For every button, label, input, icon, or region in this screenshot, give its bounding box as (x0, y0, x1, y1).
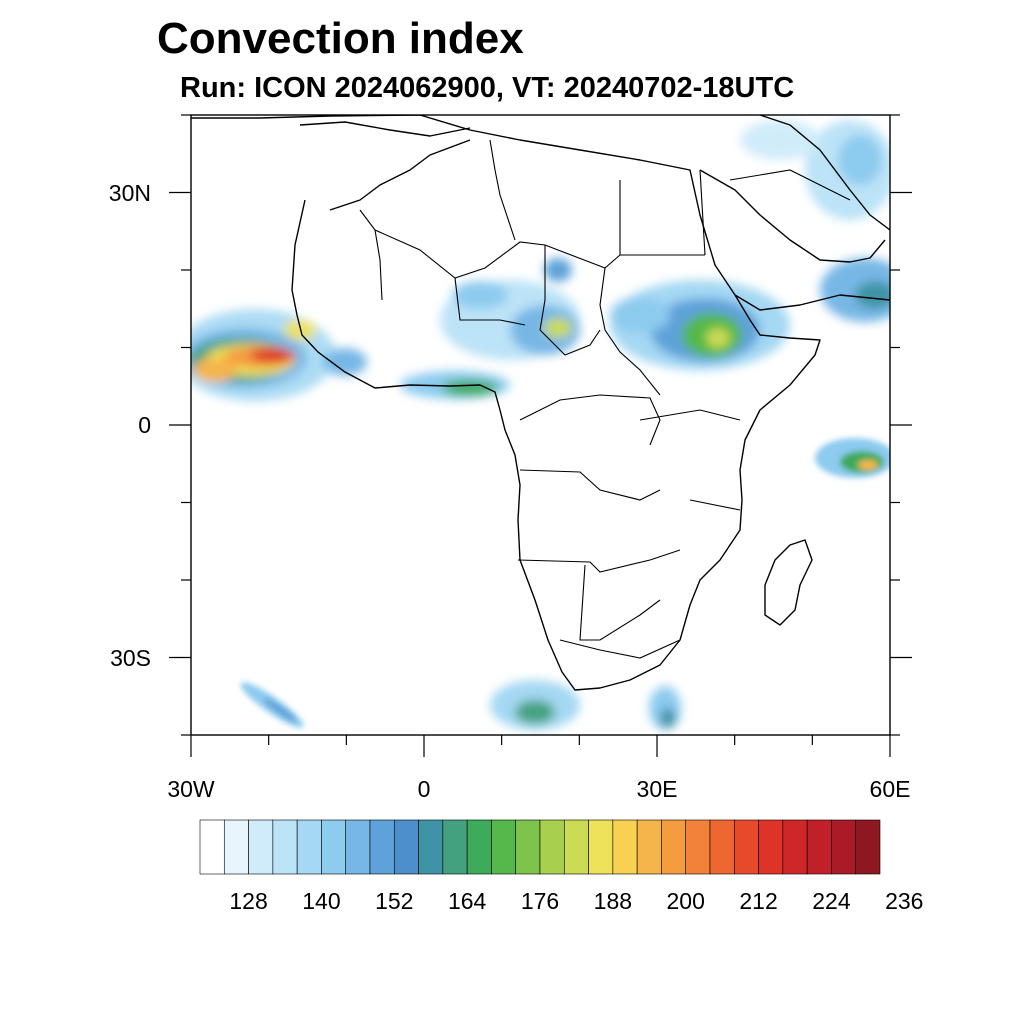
colorbar-box (636, 819, 662, 875)
colorbar-label: 140 (302, 888, 341, 914)
country-borders (359, 139, 851, 659)
map-frame (190, 114, 891, 736)
colorbar-box (369, 819, 395, 875)
colorbar-label: 176 (520, 888, 560, 914)
colorbar-box (733, 819, 759, 875)
colorbar-box (466, 819, 492, 875)
colorbar-box (248, 819, 274, 875)
colorbar-box (806, 819, 832, 875)
colorbar-box (393, 819, 419, 875)
chart-subtitle: Run: ICON 2024062900, VT: 20240702-18UTC (180, 72, 795, 104)
lat-label: 30N (108, 179, 151, 206)
lat-label: 0 (138, 412, 151, 438)
colorbar-box (539, 819, 565, 875)
colorbar (199, 819, 881, 875)
colorbar-box (296, 819, 322, 875)
lat-label: 30S (110, 644, 151, 671)
colorbar-box (831, 819, 857, 875)
colorbar-box (612, 819, 638, 875)
colorbar-label: 212 (739, 888, 778, 914)
colorbar-box (758, 819, 784, 875)
colorbar-box (321, 819, 347, 875)
colorbar-box (199, 819, 225, 875)
lon-label: 60E (869, 776, 911, 802)
colorbar-label: 164 (447, 888, 487, 914)
chart-title: Convection index (157, 14, 524, 63)
colorbar-box (588, 819, 614, 875)
axis-ticks (169, 114, 912, 757)
colorbar-box (223, 819, 249, 875)
colorbar-box (685, 819, 711, 875)
coastlines (191, 115, 890, 691)
colorbar-box (272, 819, 298, 875)
colorbar-label: 188 (593, 888, 633, 914)
colorbar-box (661, 819, 687, 875)
colorbar-box (709, 819, 735, 875)
colorbar-label: 236 (885, 888, 924, 914)
colorbar-box (418, 819, 444, 875)
colorbar-box (515, 819, 541, 875)
colorbar-box (563, 819, 589, 875)
colorbar-label: 152 (375, 888, 414, 914)
colorbar-label: 128 (229, 888, 268, 914)
lon-label: 30E (636, 776, 678, 802)
colorbar-box (491, 819, 517, 875)
colorbar-box (345, 819, 371, 875)
colorbar-box (782, 819, 808, 875)
convection-shading (191, 120, 890, 730)
lon-label: 30W (167, 776, 215, 802)
colorbar-label: 224 (812, 888, 851, 914)
colorbar-label: 200 (666, 888, 705, 914)
colorbar-box (442, 819, 468, 875)
colorbar-box (855, 819, 881, 875)
lon-label: 0 (417, 776, 431, 802)
